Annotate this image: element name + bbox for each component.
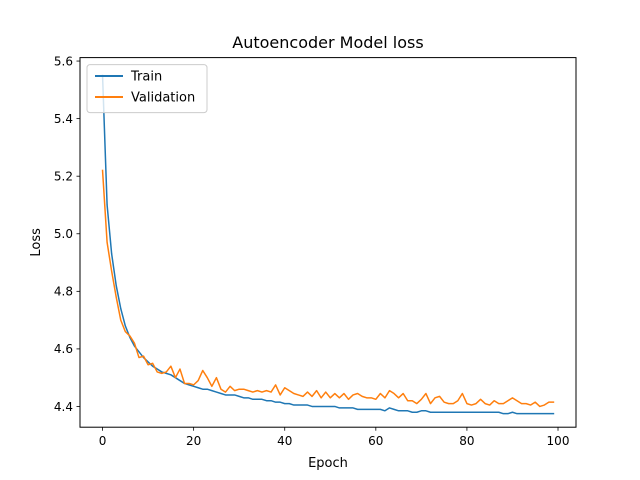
x-tick-label: 40 [277,434,292,448]
legend: Train Validation [86,64,208,114]
x-tick-label: 80 [459,434,474,448]
chart-title: Autoencoder Model loss [232,33,423,52]
series-line-train [101,74,555,415]
x-tick-label: 20 [186,434,201,448]
y-tick-label: 4.6 [54,342,73,356]
x-tick-label: 100 [547,434,570,448]
legend-train-label: Train [130,70,162,85]
y-tick-label: 4.4 [54,400,73,414]
y-tick-label: 4.8 [54,285,73,299]
y-tick-label: 5.2 [54,169,73,183]
y-tick-label: 5.4 [54,112,73,126]
series-line-validation [101,169,555,408]
x-tick-label: 0 [99,434,107,448]
legend-validation-label: Validation [131,91,195,106]
y-axis: 4.4 4.6 4.8 5.0 5.2 5.4 5.6 [54,54,80,414]
y-tick-label: 5.6 [54,54,73,68]
x-tick-label: 60 [368,434,383,448]
series-lines [101,74,555,415]
y-axis-label: Loss [29,228,44,257]
x-axis-label: Epoch [308,456,348,471]
plot-frame [79,57,577,428]
y-tick-label: 5.0 [54,227,73,241]
x-axis: 0 20 40 60 80 100 [99,427,570,448]
